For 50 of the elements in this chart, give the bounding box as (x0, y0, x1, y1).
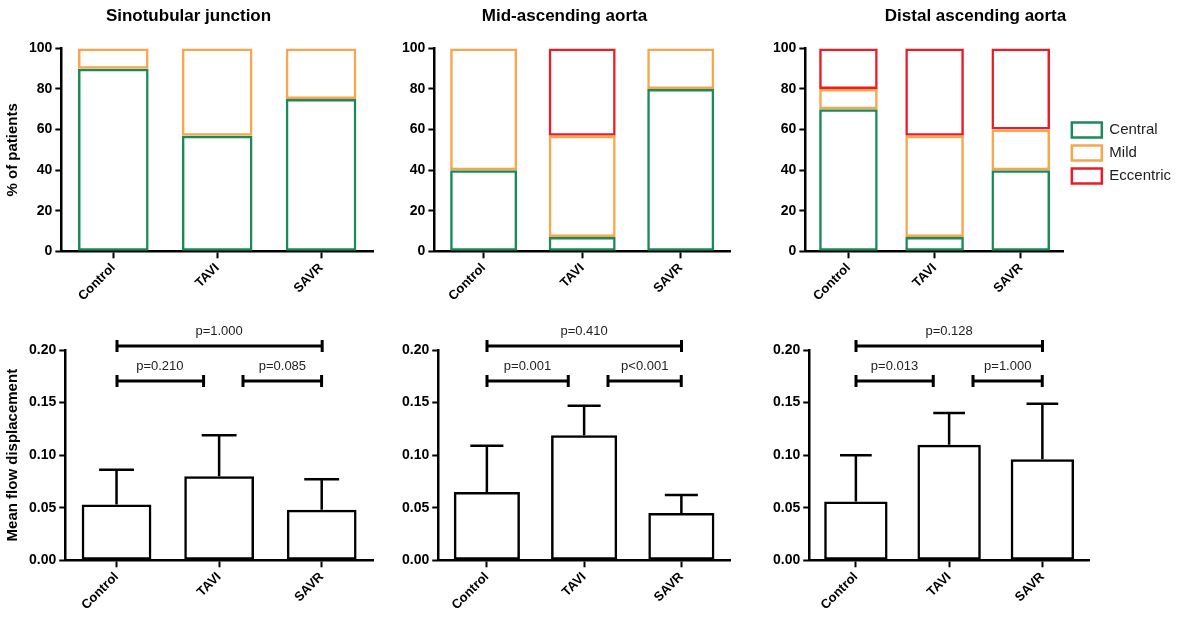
y-tick-label: 0 (788, 242, 797, 259)
y-tick-label: 0.00 (29, 551, 57, 568)
text: p=1.000 (195, 323, 243, 338)
annotation: p=0.085 (258, 358, 307, 373)
y-tick-label: 0.20 (402, 340, 430, 357)
y-tick-label: 0.05 (402, 498, 430, 515)
y-tick-label: 0.15 (29, 393, 57, 410)
y-tick-label: 0.10 (29, 446, 57, 463)
text: p=0.410 (560, 323, 608, 338)
y-tick-label: 0.20 (29, 340, 57, 357)
chart-title: Mid-ascending aorta (481, 5, 648, 25)
y-tick-label: 0.10 (773, 446, 801, 463)
y-tick-label: 40 (36, 161, 53, 177)
y-tick-label: 0.05 (773, 498, 801, 515)
y-tick-label: 40 (409, 161, 426, 177)
y-tick-label: 0.00 (773, 551, 801, 568)
y-tick-label: 100 (773, 39, 797, 56)
y-tick-label: 0.00 (402, 551, 430, 568)
chart-title: Sinotubular junction (105, 5, 272, 25)
chart-title: Distal ascending aorta (884, 5, 1067, 25)
y-tick-label: 20 (36, 201, 53, 218)
y-tick-label: 0 (44, 242, 53, 259)
y-tick-label: 60 (409, 120, 426, 137)
y-tick-label: 100 (29, 39, 53, 56)
y-tick-label: 0 (417, 242, 426, 259)
y-tick-label: 80 (36, 79, 53, 96)
annotation: p=0.001 (503, 358, 552, 373)
legend-label: Central (1109, 120, 1158, 138)
annotation: p=0.210 (136, 358, 184, 373)
y-tick-label: 80 (409, 79, 426, 96)
legend-label: Mild (1109, 143, 1137, 161)
y-tick-label: 0.15 (402, 393, 430, 410)
legend-label: Eccentric (1109, 166, 1172, 184)
y-tick-label: 0.05 (29, 498, 57, 515)
y-tick-label: 20 (780, 201, 797, 218)
annotation: p=1.000 (984, 358, 1032, 373)
y-tick-label: 80 (780, 79, 797, 96)
y-tick-label: 20 (409, 201, 426, 218)
y-axis-title: % of patients (3, 103, 21, 197)
y-tick-label: 60 (780, 120, 797, 137)
y-tick-label: 0.15 (773, 393, 801, 410)
y-tick-label: 40 (780, 161, 797, 177)
y-tick-label: 60 (36, 120, 53, 137)
y-tick-label: 100 (402, 39, 426, 56)
annotation: p=0.013 (870, 358, 919, 373)
y-tick-label: 0.10 (402, 446, 430, 463)
text: p=0.128 (925, 323, 973, 338)
annotation: p<0.001 (621, 358, 669, 373)
y-axis-title: Mean flow displacement (3, 368, 21, 542)
y-tick-label: 0.20 (773, 340, 801, 357)
